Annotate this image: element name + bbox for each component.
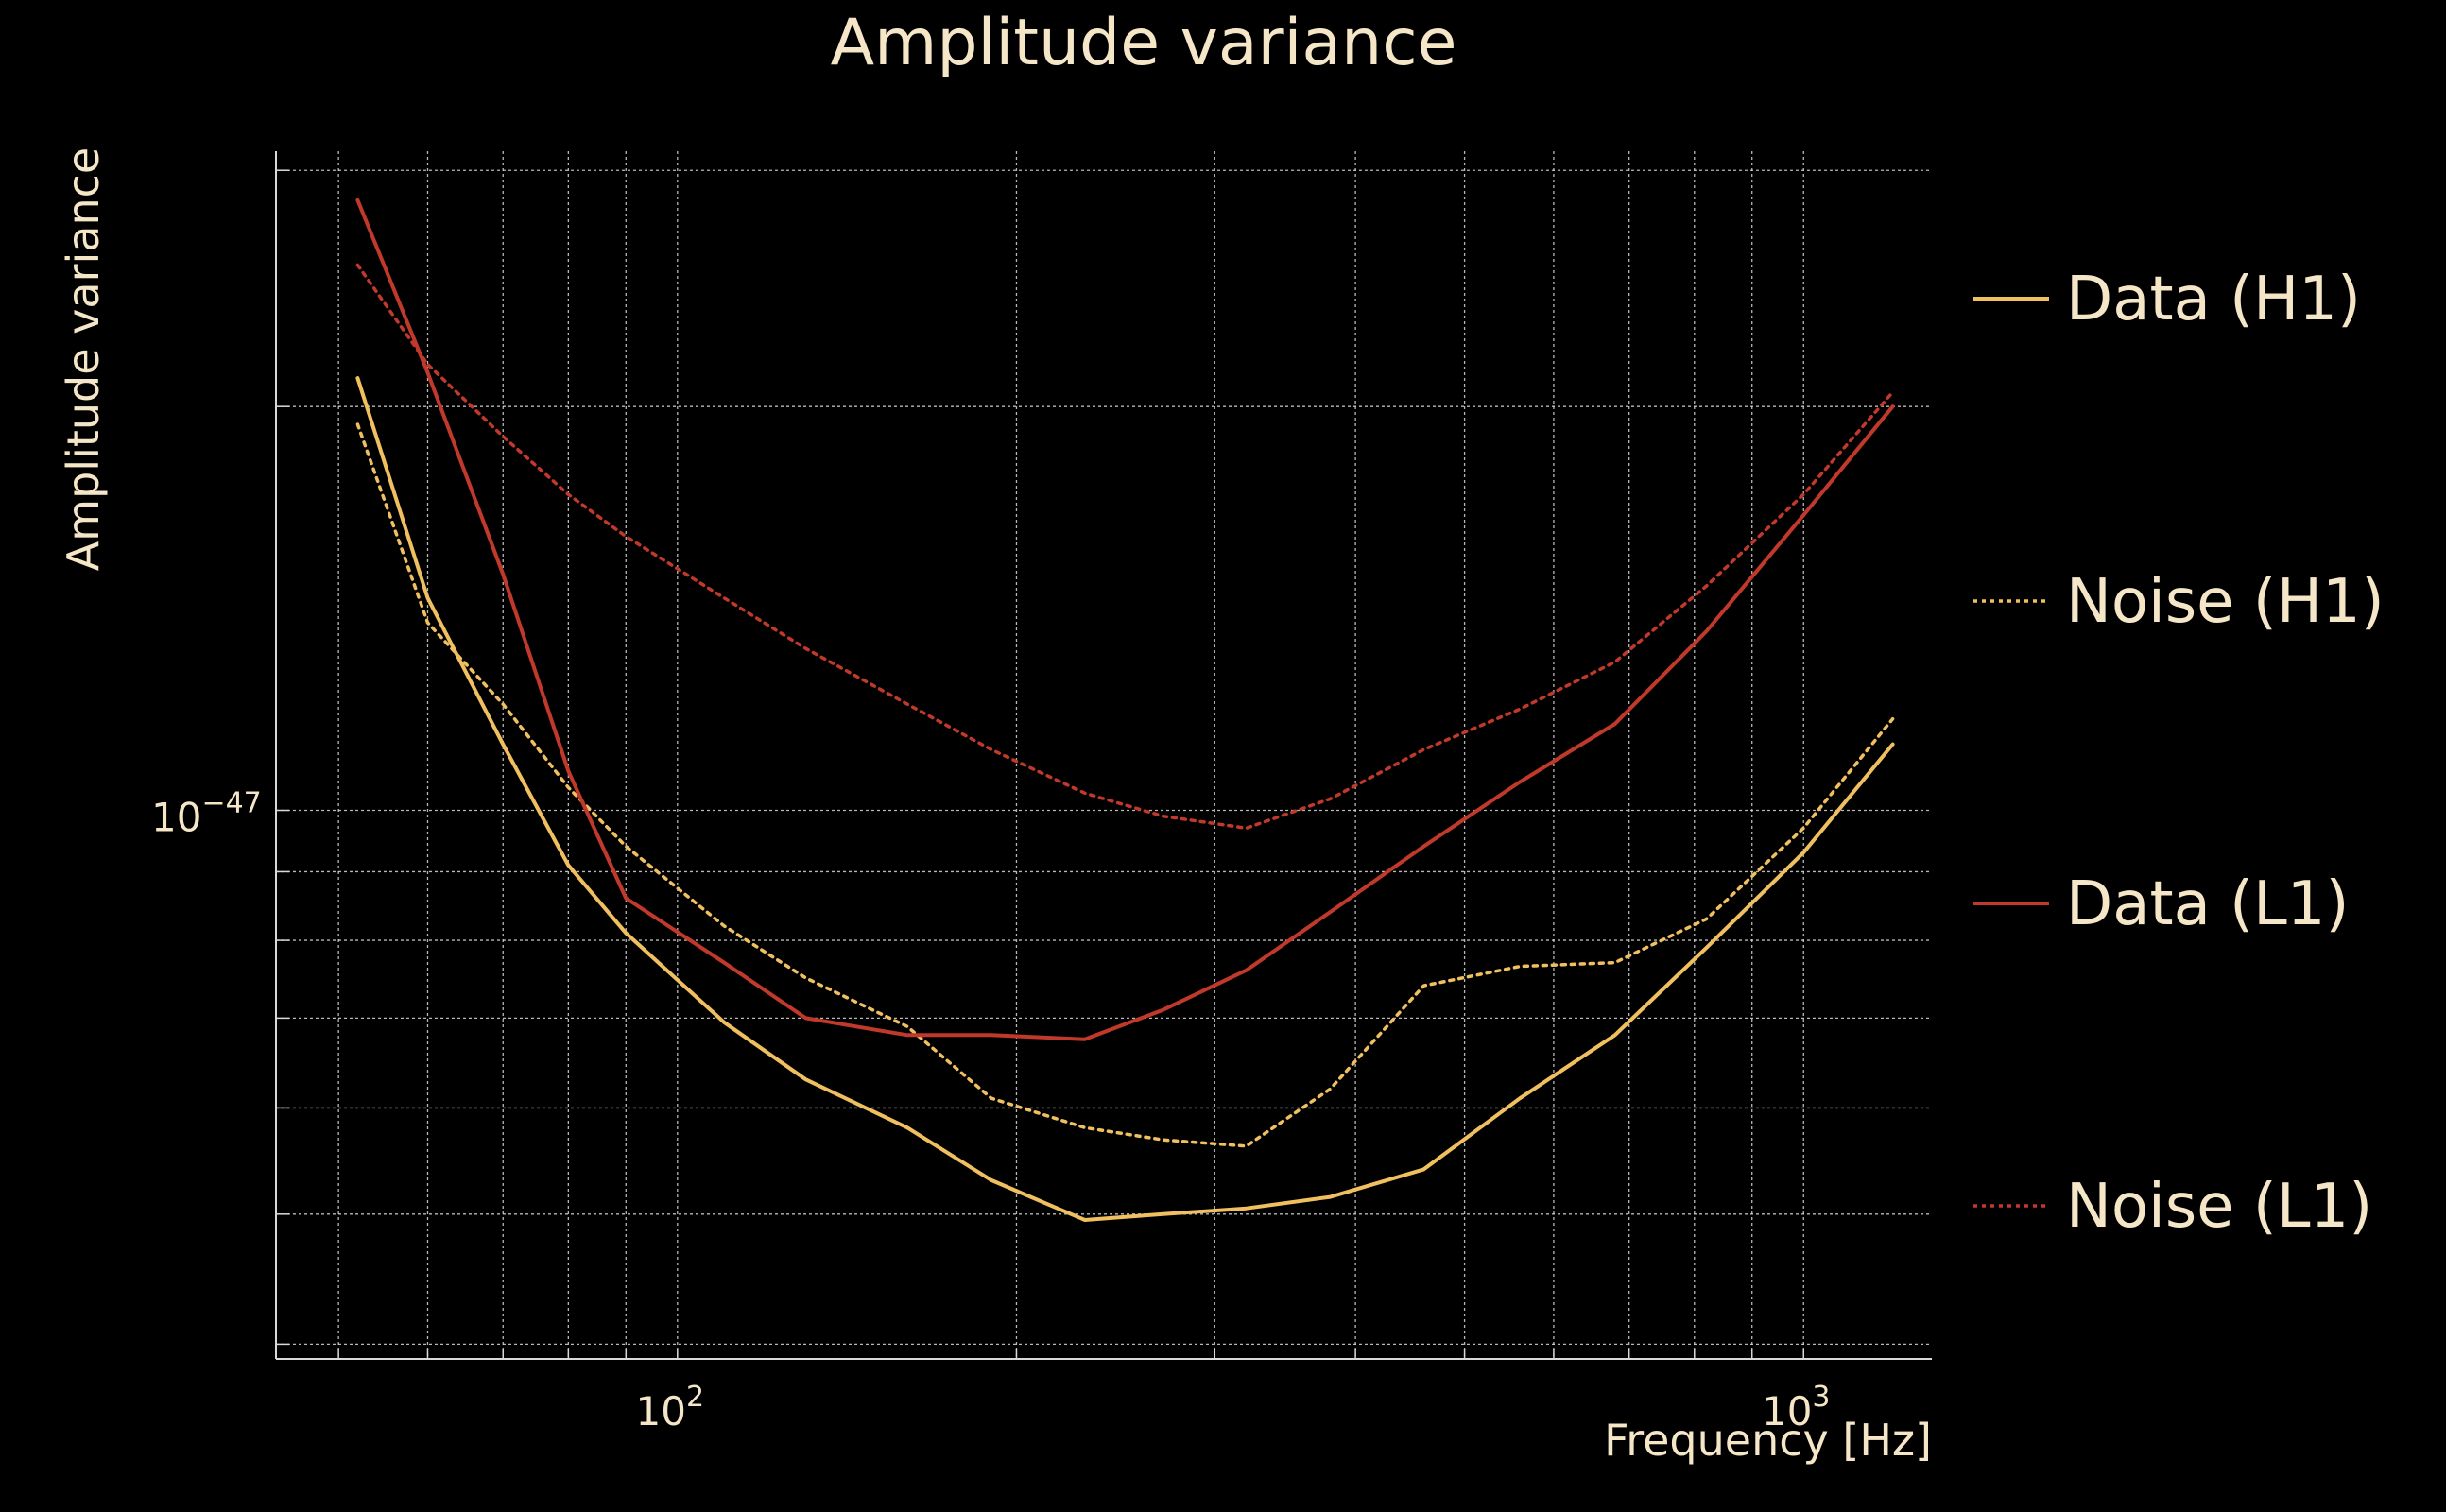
grid xyxy=(276,151,1932,1359)
series-line-data-h1 xyxy=(355,376,1895,1222)
legend: Data (H1) Noise (H1) Data (L1) Noise (L1) xyxy=(1973,265,2385,1242)
legend-label: Noise (H1) xyxy=(2066,567,2385,637)
x-axis-label: Frequency [Hz] xyxy=(1604,1415,1932,1466)
legend-label: Data (H1) xyxy=(2066,265,2361,335)
legend-label: Data (L1) xyxy=(2066,869,2349,939)
series-line-noise-h1 xyxy=(355,422,1895,1148)
y-axis-label: Amplitude variance xyxy=(58,147,109,571)
legend-label: Noise (L1) xyxy=(2066,1172,2372,1242)
series-line-data-l1 xyxy=(355,198,1895,1041)
plot-frame xyxy=(275,151,1932,1360)
series-line-noise-l1 xyxy=(355,263,1895,831)
chart-title: Amplitude variance xyxy=(831,6,1457,80)
series-lines xyxy=(355,198,1895,1222)
